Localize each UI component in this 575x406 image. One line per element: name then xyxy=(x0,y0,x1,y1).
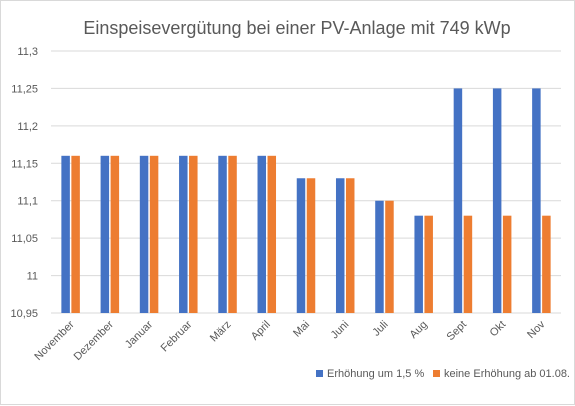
bar-erhoehung-mai xyxy=(296,178,306,313)
y-tick-label: 11,3 xyxy=(17,46,38,58)
y-tick-label: 11,2 xyxy=(17,121,38,133)
bar-keine-erhoehung-okt xyxy=(502,215,512,313)
bar-erhoehung-november xyxy=(61,155,70,313)
bar-keine-erhoehung-februar xyxy=(189,155,198,313)
bars xyxy=(61,88,551,313)
bar-erhoehung-okt xyxy=(492,88,502,313)
legend: Erhöhung um 1,5 % keine Erhöhung ab 01.0… xyxy=(316,368,570,380)
x-tick-label: Juni xyxy=(329,319,352,342)
x-tick-label: Okt xyxy=(488,319,509,340)
legend-swatch-keine-erhoehung xyxy=(433,370,440,377)
bar-keine-erhoehung-märz xyxy=(228,155,237,313)
bar-keine-erhoehung-juli xyxy=(385,200,394,313)
x-tick-label: Mai xyxy=(291,319,312,340)
bar-erhoehung-märz xyxy=(218,155,227,313)
legend-label-keine-erhoehung: keine Erhöhung ab 01.08. xyxy=(444,368,570,380)
x-tick-label: Aug xyxy=(407,319,429,341)
x-tick-label: Juli xyxy=(370,319,390,339)
bar-keine-erhoehung-april xyxy=(267,155,277,313)
bar-keine-erhoehung-januar xyxy=(149,155,159,313)
y-tick-label: 11,25 xyxy=(11,83,38,95)
bar-erhoehung-nov xyxy=(532,88,541,313)
bar-erhoehung-januar xyxy=(139,155,149,313)
x-tick-label: Januar xyxy=(123,318,156,351)
y-tick-label: 11 xyxy=(27,271,38,283)
bar-keine-erhoehung-november xyxy=(71,155,80,313)
bar-keine-erhoehung-nov xyxy=(542,215,551,313)
x-tick-label: April xyxy=(249,319,273,343)
x-tick-label: Sept xyxy=(445,319,469,343)
x-tick-label: November xyxy=(32,318,77,363)
x-tick-label: Dezember xyxy=(72,318,117,363)
bar-erhoehung-april xyxy=(257,155,267,313)
x-tick-label: Februar xyxy=(159,318,195,354)
y-axis-ticks: 11,3 11,25 11,2 11,15 11,1 11,05 11 10,95 xyxy=(10,46,38,320)
gridlines xyxy=(51,50,561,314)
bar-erhoehung-sept xyxy=(453,88,463,313)
bar-keine-erhoehung-juni xyxy=(345,178,355,313)
bar-erhoehung-aug xyxy=(414,215,423,313)
x-tick-label: Nov xyxy=(525,318,548,341)
bar-keine-erhoehung-aug xyxy=(424,215,433,313)
bar-erhoehung-dezember xyxy=(100,155,110,313)
y-tick-label: 11,05 xyxy=(11,233,38,245)
x-tick-label: März xyxy=(208,319,234,345)
bar-erhoehung-juni xyxy=(335,178,345,313)
bar-keine-erhoehung-sept xyxy=(463,215,473,313)
y-tick-label: 11,1 xyxy=(17,196,38,208)
legend-swatch-erhoehung xyxy=(316,370,323,377)
bar-keine-erhoehung-dezember xyxy=(110,155,120,313)
chart-title: Einspeisevergütung bei einer PV-Anlage m… xyxy=(83,18,510,38)
bar-erhoehung-juli xyxy=(375,200,384,313)
y-tick-label: 10,95 xyxy=(10,308,38,320)
bar-keine-erhoehung-mai xyxy=(306,178,316,313)
legend-label-erhoehung: Erhöhung um 1,5 % xyxy=(327,368,424,380)
bar-erhoehung-februar xyxy=(179,155,188,313)
y-tick-label: 11,15 xyxy=(11,158,38,170)
